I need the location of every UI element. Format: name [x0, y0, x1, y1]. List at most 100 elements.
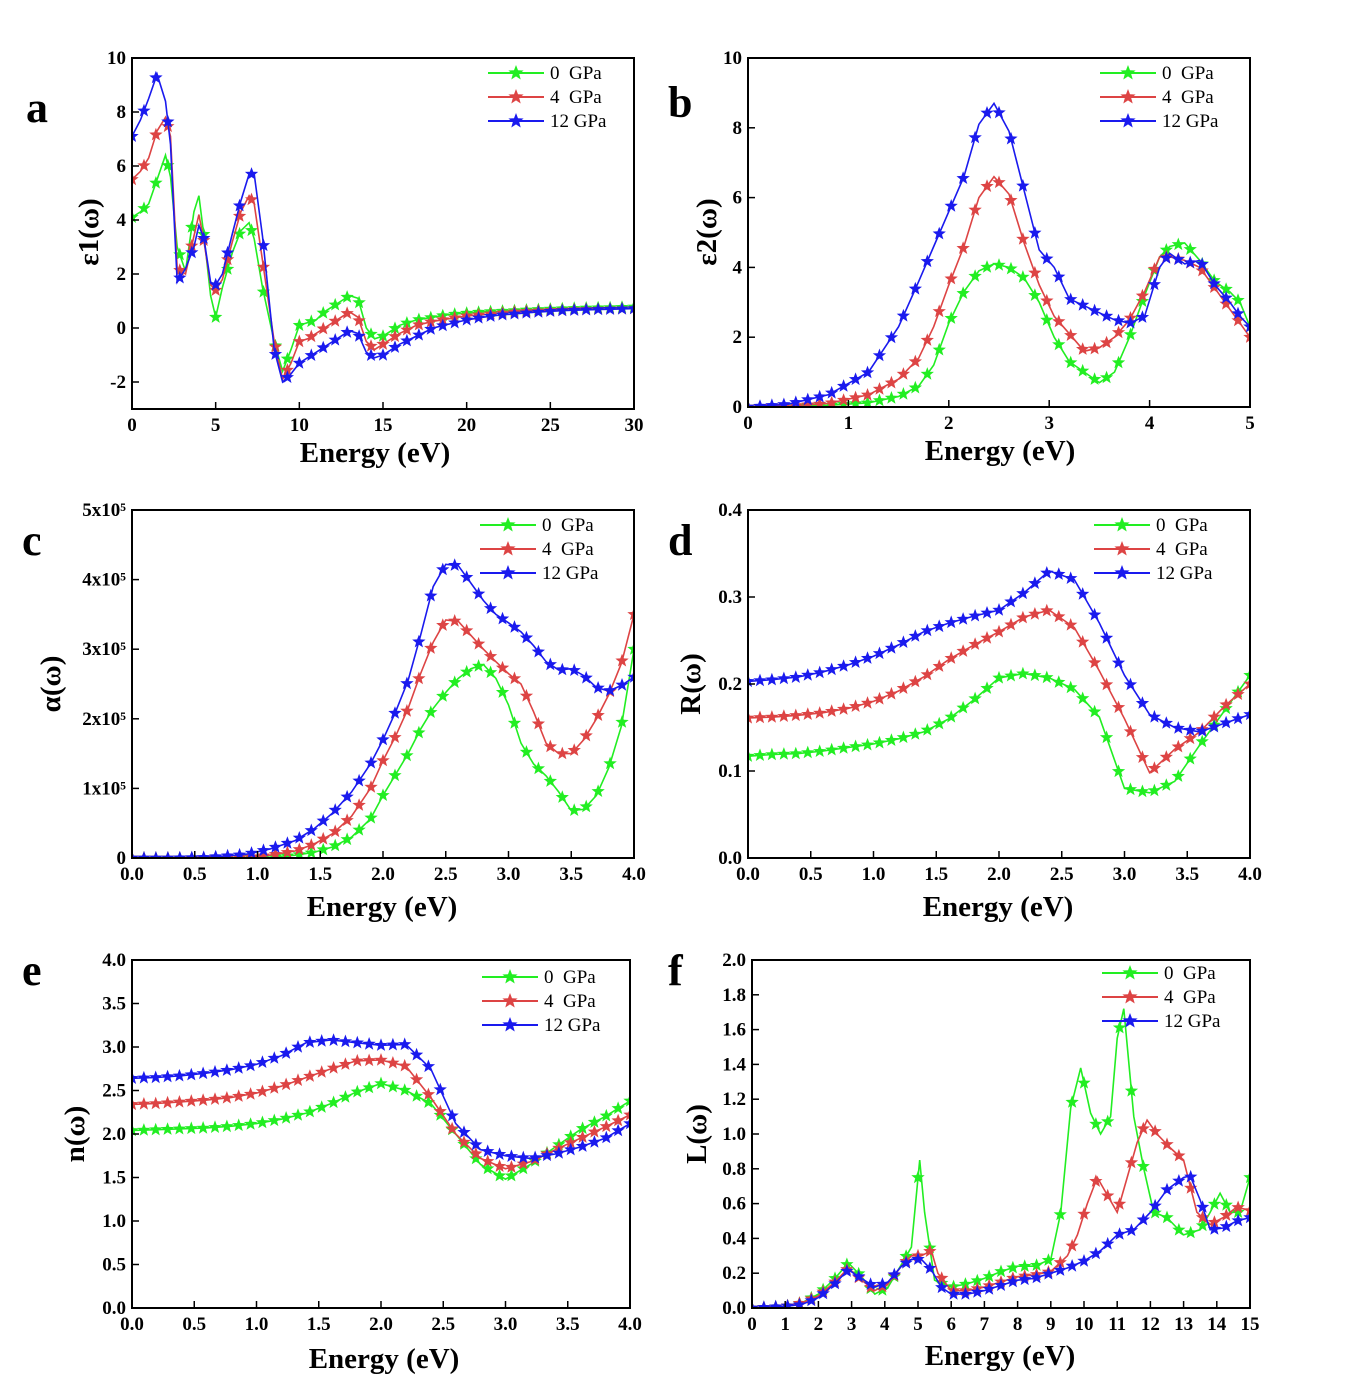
data-point	[1089, 1174, 1103, 1187]
xtick-label: 2	[944, 413, 954, 434]
data-point	[946, 1287, 961, 1300]
data-point	[376, 329, 390, 342]
data-point	[932, 226, 946, 240]
data-point	[780, 1299, 795, 1308]
data-point	[1243, 330, 1250, 343]
xtick-label: 2.5	[1050, 864, 1074, 885]
data-point	[303, 1069, 317, 1082]
xtick-label: 14	[1207, 1314, 1227, 1335]
data-point	[232, 198, 247, 212]
data-point	[1016, 178, 1030, 192]
data-point	[1147, 262, 1161, 275]
data-point	[328, 803, 342, 816]
panel-f-xlabel: Energy (eV)	[925, 1340, 1076, 1372]
data-point	[388, 329, 402, 343]
xtick-label: 4	[880, 1314, 890, 1335]
data-point	[848, 739, 863, 753]
data-point	[316, 340, 330, 354]
data-point	[516, 1150, 530, 1164]
data-point	[315, 1100, 329, 1113]
ytick-label: 6	[733, 188, 743, 209]
data-point	[872, 691, 887, 705]
ytick-label: 5x10⁵	[82, 500, 126, 521]
xtick-label: 2.5	[434, 864, 458, 885]
legend-star-icon	[502, 1017, 518, 1032]
data-point	[531, 761, 545, 775]
data-point	[555, 790, 569, 803]
data-point	[132, 172, 139, 186]
data-point	[149, 127, 163, 141]
data-point	[1076, 635, 1090, 648]
data-point	[256, 260, 271, 273]
xtick-label: 11	[1108, 1314, 1126, 1335]
xtick-label: 30	[625, 415, 644, 436]
data-point	[457, 1135, 471, 1148]
data-point	[352, 329, 366, 342]
ytick-label: 0.2	[718, 674, 742, 695]
data-point	[220, 1063, 234, 1076]
data-point	[374, 1038, 388, 1051]
data-point	[185, 850, 199, 858]
data-point	[1183, 731, 1197, 745]
xtick-label: 2.0	[987, 864, 1011, 885]
data-point	[765, 710, 779, 723]
data-point	[863, 1277, 878, 1290]
data-point	[1065, 1259, 1079, 1272]
data-point	[137, 201, 151, 215]
data-point	[409, 1072, 424, 1086]
data-point	[1159, 750, 1173, 763]
data-point	[753, 399, 767, 407]
data-point	[388, 706, 402, 719]
data-point	[1101, 1188, 1115, 1202]
xtick-label: 5	[913, 1314, 923, 1335]
data-point	[469, 1146, 483, 1160]
data-point	[923, 1244, 937, 1257]
data-point	[267, 1113, 281, 1127]
data-point	[326, 1033, 341, 1046]
data-point	[172, 1121, 187, 1135]
data-point	[400, 322, 414, 336]
data-point	[752, 1301, 759, 1308]
data-point	[1147, 709, 1161, 723]
data-point	[1112, 1020, 1127, 1034]
data-point	[291, 1108, 305, 1121]
data-point	[388, 730, 402, 743]
data-point	[848, 390, 863, 404]
xtick-label: 0.0	[736, 864, 760, 885]
data-point	[777, 747, 791, 760]
panel-c-letter: c	[22, 516, 42, 565]
series-a-1	[132, 115, 634, 382]
data-point	[132, 129, 139, 142]
data-point	[1184, 1181, 1198, 1194]
data-point	[1029, 1270, 1044, 1284]
data-point	[1159, 778, 1173, 791]
data-point	[495, 660, 510, 674]
series-e-2	[132, 1033, 630, 1164]
data-point	[956, 644, 970, 657]
xtick-label: 0.0	[120, 1314, 144, 1335]
data-point	[1231, 1200, 1245, 1214]
data-point	[896, 308, 910, 322]
data-point	[587, 1124, 602, 1138]
panel-f-legend: 0 GPa 4 GPa 12 GPa	[1102, 963, 1221, 1032]
data-point	[185, 220, 199, 233]
data-point	[564, 1142, 578, 1156]
data-point	[132, 1097, 139, 1111]
data-point	[1111, 655, 1126, 669]
data-point	[896, 635, 910, 648]
data-point	[1052, 269, 1066, 283]
data-point	[623, 1093, 630, 1107]
data-point	[1065, 1095, 1079, 1108]
panel-e-ylabel: n(ω)	[59, 1106, 91, 1163]
data-point	[445, 1121, 459, 1135]
data-point	[472, 636, 486, 650]
data-point	[279, 1077, 293, 1091]
data-point	[1064, 355, 1078, 369]
data-point	[1219, 715, 1233, 729]
data-point	[160, 1122, 175, 1135]
data-point	[172, 1068, 187, 1082]
data-point	[531, 644, 545, 658]
data-point	[255, 1055, 270, 1068]
xtick-label: 1.5	[308, 864, 332, 885]
data-point	[848, 655, 863, 668]
